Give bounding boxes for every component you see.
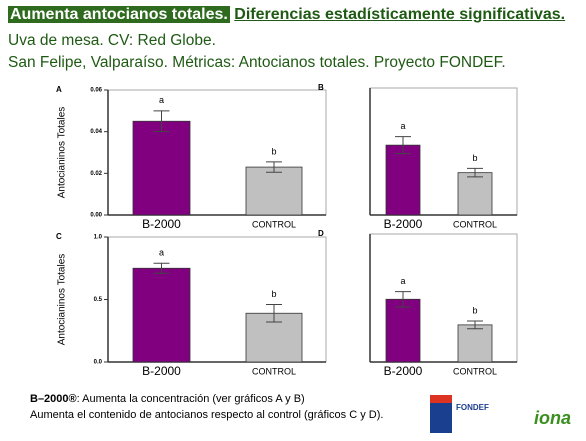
significance-letter: a bbox=[159, 95, 164, 105]
y-tick-label: 0.00 bbox=[90, 213, 102, 219]
error-bar bbox=[467, 167, 483, 178]
logo-shield bbox=[430, 395, 452, 433]
error-bar bbox=[395, 291, 411, 308]
title-rest: Diferencias estadísticamente significati… bbox=[234, 6, 566, 23]
significance-letter: a bbox=[159, 248, 164, 258]
y-tick-label: 0.04 bbox=[90, 129, 102, 135]
error-bar bbox=[395, 136, 411, 155]
error-bar bbox=[153, 262, 170, 274]
bar bbox=[385, 298, 421, 363]
note: Aumenta el contenido de antocianos respe… bbox=[30, 409, 384, 421]
note-bold: B–2000® bbox=[30, 393, 77, 405]
y-tick-label: 0.02 bbox=[90, 171, 102, 177]
error-bar bbox=[266, 161, 282, 173]
panel-label: D bbox=[318, 229, 324, 238]
significance-letter: b bbox=[271, 146, 276, 156]
y-axis-label: Antocianinos Totales bbox=[57, 254, 68, 346]
bar bbox=[385, 144, 421, 216]
panel-label: C bbox=[56, 232, 62, 241]
y-tick-label: 0.0 bbox=[94, 360, 103, 366]
x-tick-label: B-2000 bbox=[142, 217, 181, 231]
note-text: : Aumenta la concentración (ver gráficos… bbox=[76, 393, 305, 405]
significance-letter: b bbox=[472, 153, 477, 163]
x-tick-label: CONTROL bbox=[453, 366, 497, 376]
y-tick-label: 0.06 bbox=[90, 88, 102, 94]
y-tick-label: 0.5 bbox=[94, 297, 103, 303]
panel-label: A bbox=[56, 85, 62, 94]
y-tick-label: 1.0 bbox=[94, 235, 103, 241]
x-tick-label: CONTROL bbox=[453, 219, 497, 229]
note: B–2000®: Aumenta la concentración (ver g… bbox=[30, 393, 305, 405]
y-axis-label: Antocianinos Totales bbox=[57, 107, 68, 199]
significance-letter: b bbox=[271, 289, 276, 299]
bar bbox=[245, 166, 303, 216]
bar bbox=[457, 324, 493, 363]
logo-iona: iona bbox=[534, 408, 572, 428]
logo-fondef: FONDEF bbox=[456, 403, 489, 412]
title-highlight: Aumenta antocianos totales. bbox=[8, 6, 230, 23]
subtitle: San Felipe, Valparaíso. Métricas: Antoci… bbox=[8, 54, 506, 71]
title: Aumenta antocianos totales. Diferencias … bbox=[8, 6, 565, 24]
error-bar bbox=[266, 304, 282, 323]
bar bbox=[132, 120, 191, 216]
x-tick-label: B-2000 bbox=[384, 217, 423, 231]
x-tick-label: B-2000 bbox=[384, 364, 423, 378]
x-tick-label: CONTROL bbox=[252, 366, 296, 376]
significance-letter: b bbox=[472, 305, 477, 315]
significance-letter: a bbox=[400, 121, 405, 131]
bar bbox=[457, 172, 493, 216]
error-bar bbox=[467, 320, 483, 330]
x-tick-label: B-2000 bbox=[142, 364, 181, 378]
bar bbox=[132, 267, 191, 363]
error-bar bbox=[153, 110, 170, 133]
significance-letter: a bbox=[400, 276, 405, 286]
x-tick-label: CONTROL bbox=[252, 219, 296, 229]
subtitle: Uva de mesa. CV: Red Globe. bbox=[8, 32, 216, 49]
panel-label: B bbox=[318, 83, 324, 92]
